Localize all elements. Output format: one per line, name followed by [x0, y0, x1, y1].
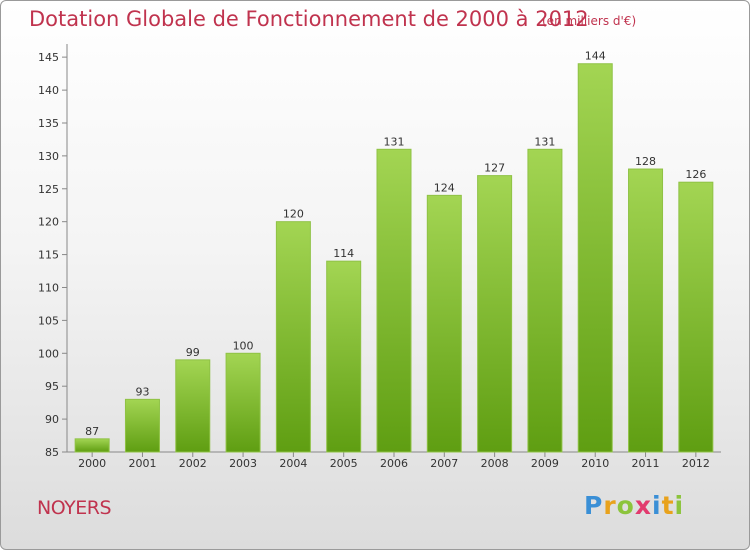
bars — [74, 63, 714, 453]
data-label: 93 — [135, 385, 149, 398]
data-labels: 87 93 99 100 120 114 131 124 127 131 144 128 126 — [85, 50, 706, 438]
x-tick-label: 2000 — [78, 457, 106, 470]
data-label: 128 — [635, 155, 656, 168]
bar-2000 — [74, 438, 110, 453]
bar-2001 — [124, 398, 160, 453]
chart-subtitle: (en milliers d'€) — [542, 14, 637, 28]
bar-2004 — [275, 221, 311, 453]
x-tick-label: 2011 — [632, 457, 660, 470]
bar-2009 — [527, 148, 563, 453]
data-label: 131 — [384, 135, 405, 148]
y-tick-label: 90 — [45, 413, 59, 426]
data-label: 87 — [85, 425, 99, 438]
data-label: 100 — [233, 339, 254, 352]
y-tick-label: 145 — [38, 51, 59, 64]
bar-2008 — [477, 175, 513, 453]
x-tick-label: 2006 — [380, 457, 408, 470]
y-tick-label: 120 — [38, 216, 59, 229]
proxiti-logo[interactable]: Proxiti — [584, 491, 685, 520]
y-tick-label: 100 — [38, 347, 59, 360]
y-axis: 85 90 95 100 105 110 115 120 125 130 135 140 145 — [38, 44, 68, 459]
commune-name: NOYERS — [37, 497, 112, 519]
x-tick-label: 2012 — [682, 457, 710, 470]
chart-title: Dotation Globale de Fonctionnement de 20… — [29, 7, 589, 31]
bar-2012 — [678, 181, 714, 453]
x-tick-label: 2002 — [179, 457, 207, 470]
data-label: 114 — [333, 247, 354, 260]
bar-2007 — [426, 194, 462, 453]
data-label: 131 — [534, 135, 555, 148]
bar-2006 — [376, 148, 412, 453]
x-tick-label: 2010 — [581, 457, 609, 470]
bar-2011 — [628, 168, 664, 453]
y-tick-label: 110 — [38, 281, 59, 294]
bar-2010 — [577, 63, 613, 453]
x-tick-label: 2008 — [481, 457, 509, 470]
data-label: 126 — [685, 168, 706, 181]
x-axis: 2000 2001 2002 2003 2004 2005 2006 2007 2008 2009… — [67, 451, 721, 470]
data-label: 120 — [283, 208, 304, 221]
x-tick-label: 2003 — [229, 457, 257, 470]
y-tick-label: 85 — [45, 446, 59, 459]
y-tick-label: 140 — [38, 84, 59, 97]
bar-2005 — [326, 260, 362, 453]
y-tick-label: 135 — [38, 117, 59, 130]
x-tick-label: 2009 — [531, 457, 559, 470]
y-tick-label: 125 — [38, 183, 59, 196]
data-label: 99 — [186, 346, 200, 359]
x-tick-label: 2007 — [430, 457, 458, 470]
data-label: 124 — [434, 181, 455, 194]
bar-2002 — [175, 359, 211, 453]
bar-2003 — [225, 352, 261, 453]
y-tick-label: 115 — [38, 249, 59, 262]
x-tick-label: 2004 — [279, 457, 307, 470]
y-tick-label: 130 — [38, 150, 59, 163]
y-tick-label: 105 — [38, 314, 59, 327]
data-label: 127 — [484, 162, 505, 175]
data-label: 144 — [585, 50, 606, 63]
x-tick-label: 2001 — [128, 457, 156, 470]
x-tick-label: 2005 — [330, 457, 358, 470]
y-tick-label: 95 — [45, 380, 59, 393]
